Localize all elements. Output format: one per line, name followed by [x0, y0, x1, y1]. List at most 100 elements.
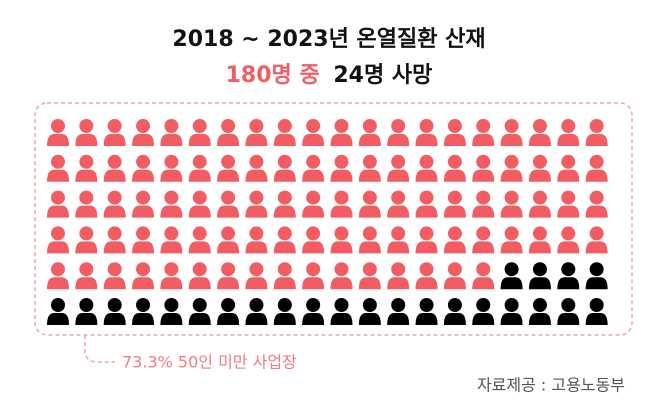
- icon-body: [245, 277, 268, 290]
- icon-body: [302, 134, 325, 146]
- icon-head: [447, 119, 462, 133]
- icon-body: [273, 277, 296, 290]
- person-icon: [500, 154, 523, 182]
- icon-body: [528, 134, 551, 146]
- icon-body: [387, 313, 410, 325]
- person-icon: [245, 119, 268, 146]
- icon-body: [443, 205, 466, 218]
- icon-head: [221, 298, 236, 312]
- icon-head: [589, 154, 604, 169]
- person-icon: [302, 190, 325, 218]
- person-icon: [387, 190, 410, 218]
- icon-head: [391, 154, 406, 169]
- person-icon: [415, 119, 438, 146]
- icon-body: [358, 205, 381, 218]
- icon-body: [188, 241, 211, 254]
- source: 자료제공 : 고용노동부: [477, 376, 625, 395]
- icon-body: [557, 313, 580, 325]
- icon-head: [192, 298, 207, 312]
- person-icon: [47, 262, 69, 290]
- icon-head: [504, 226, 519, 241]
- icon-body: [245, 205, 268, 218]
- person-icon: [500, 190, 523, 218]
- icon-body: [500, 205, 523, 218]
- icon-head: [164, 154, 179, 169]
- person-icon: [273, 298, 296, 325]
- person-icon: [132, 190, 155, 218]
- person-icon: [330, 119, 353, 146]
- icon-head: [391, 226, 406, 241]
- person-icon: [47, 190, 69, 218]
- person-icon: [387, 298, 410, 325]
- icon-head: [306, 190, 321, 205]
- icon-head: [391, 190, 406, 205]
- person-icon: [585, 298, 608, 325]
- person-icon: [103, 226, 126, 254]
- person-icon: [415, 190, 438, 218]
- icon-body: [160, 134, 183, 146]
- icon-body: [387, 169, 410, 182]
- annotation-leader: [84, 335, 115, 363]
- person-icon: [387, 262, 410, 290]
- person-icon: [387, 226, 410, 254]
- icon-body: [443, 277, 466, 290]
- icon-head: [362, 226, 377, 241]
- icon-head: [107, 154, 122, 169]
- icon-head: [277, 262, 292, 277]
- person-icon: [528, 190, 551, 218]
- person-icon: [273, 190, 296, 218]
- person-icon: [217, 119, 240, 146]
- icon-head: [306, 226, 321, 241]
- icon-body: [245, 313, 268, 325]
- icon-head: [419, 119, 434, 133]
- person-icon: [302, 262, 325, 290]
- icon-head: [249, 226, 264, 241]
- icon-body: [217, 134, 240, 146]
- icon-body: [528, 277, 551, 290]
- person-icon: [443, 190, 466, 218]
- icon-body: [330, 313, 353, 325]
- icon-body: [302, 169, 325, 182]
- icon-head: [221, 119, 236, 133]
- person-icon: [472, 190, 495, 218]
- person-icon: [443, 298, 466, 325]
- icon-head: [561, 190, 576, 205]
- icon-head: [51, 262, 65, 277]
- icon-body: [358, 313, 381, 325]
- person-icon: [557, 190, 580, 218]
- annotation: 73.3% 50인 미만 사업장: [122, 353, 297, 372]
- icon-body: [472, 313, 495, 325]
- icon-body: [528, 205, 551, 218]
- icon-body: [557, 134, 580, 146]
- icon-head: [51, 226, 65, 241]
- icon-head: [504, 119, 519, 133]
- person-icon: [387, 119, 410, 146]
- icon-head: [391, 262, 406, 277]
- person-icon: [302, 119, 325, 146]
- icon-body: [75, 313, 98, 325]
- person-icon: [245, 154, 268, 182]
- person-icon: [443, 119, 466, 146]
- icon-head: [561, 298, 576, 312]
- icon-head: [504, 154, 519, 169]
- person-icon: [160, 226, 183, 254]
- icon-head: [51, 190, 65, 205]
- person-icon: [132, 298, 155, 325]
- icon-body: [302, 205, 325, 218]
- person-icon: [217, 154, 240, 182]
- person-icon: [330, 262, 353, 290]
- person-icon: [585, 190, 608, 218]
- icon-body: [132, 313, 155, 325]
- icon-head: [79, 190, 94, 205]
- icon-head: [192, 154, 207, 169]
- frame: [34, 102, 633, 336]
- icon-head: [476, 154, 491, 169]
- person-icon: [188, 119, 211, 146]
- icon-head: [249, 298, 264, 312]
- icon-body: [103, 241, 126, 254]
- person-icon: [330, 298, 353, 325]
- icon-body: [500, 134, 523, 146]
- icon-head: [334, 154, 349, 169]
- icon-head: [107, 262, 122, 277]
- person-icon: [103, 190, 126, 218]
